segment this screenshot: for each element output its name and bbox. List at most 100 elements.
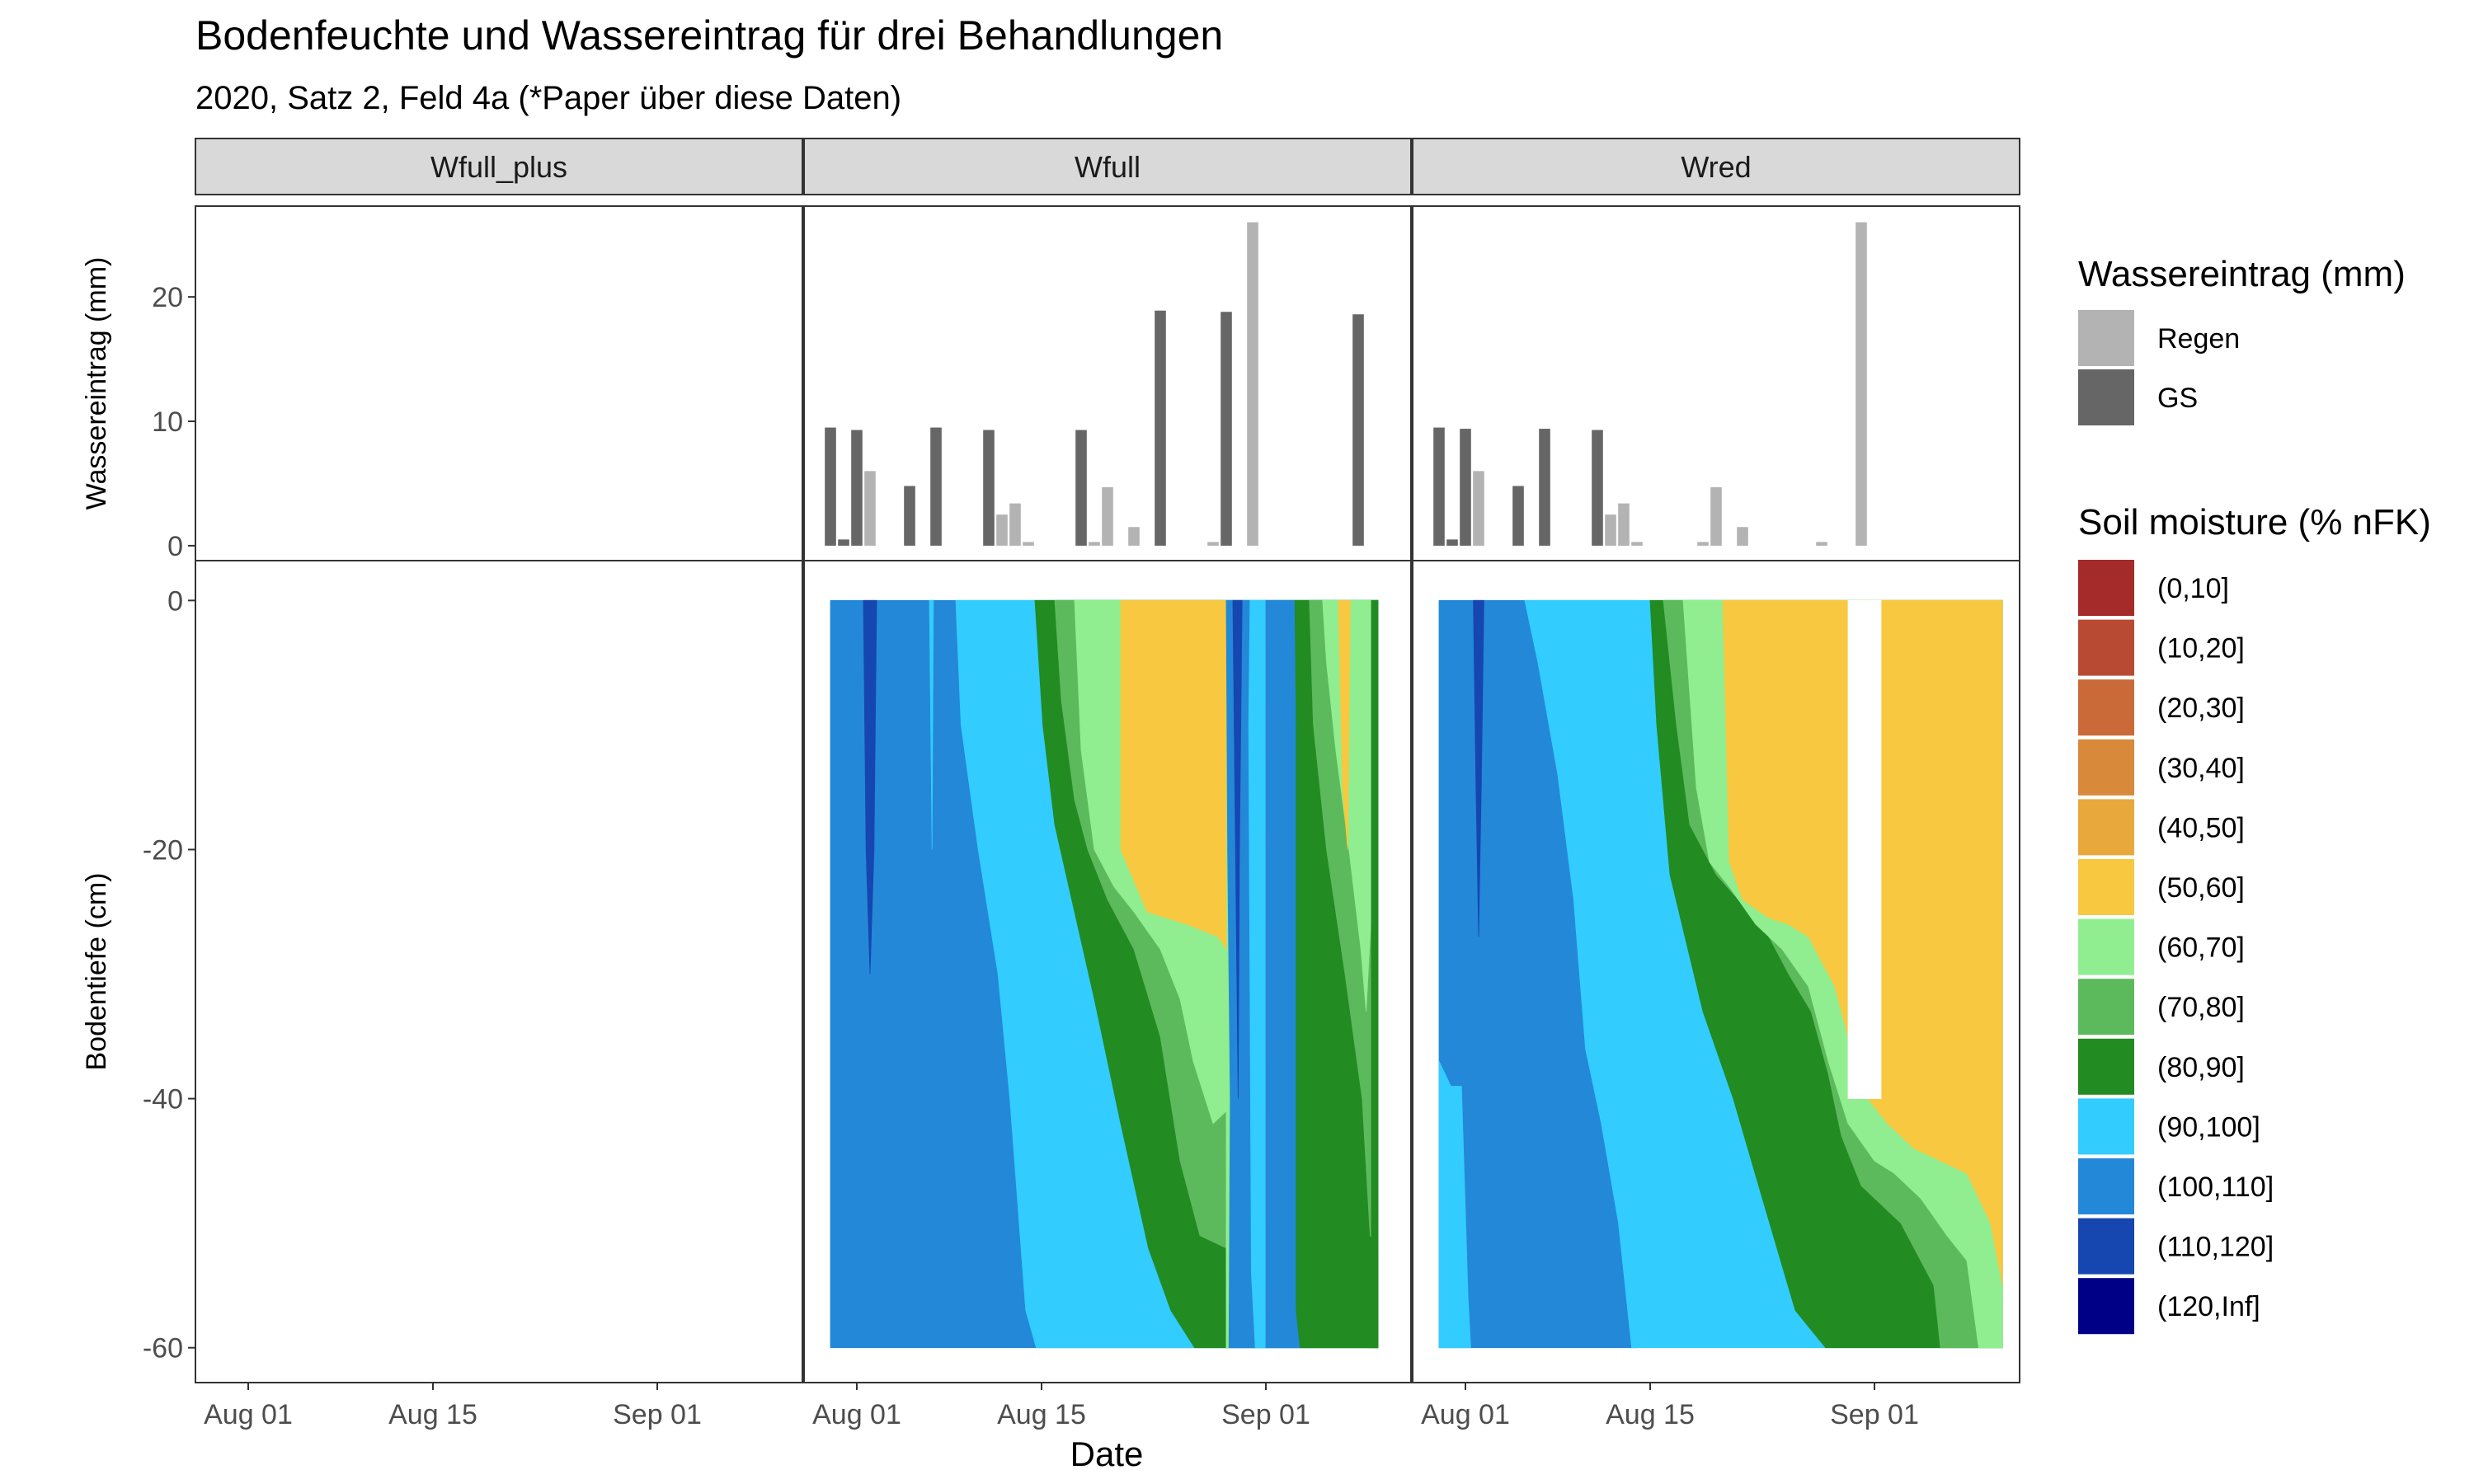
- legend-swatch: [2078, 918, 2134, 975]
- legend-swatch: [2078, 1218, 2134, 1275]
- bar-gs: [851, 430, 863, 546]
- moisture-band: [1265, 599, 1301, 1349]
- bar-gs: [904, 486, 915, 546]
- moisture-band: [1371, 599, 1379, 1349]
- bar-regen: [1710, 486, 1722, 546]
- bar-gs: [825, 427, 836, 546]
- bar-regen: [1102, 486, 1113, 546]
- facet-strip: [195, 138, 803, 195]
- legend-label: (50,60]: [2157, 872, 2245, 904]
- legend-title-wassereintrag: Wassereintrag (mm): [2078, 254, 2406, 294]
- legend-swatch: [2078, 619, 2134, 676]
- y-tick-label: -60: [143, 1333, 183, 1364]
- x-tick-label: Aug 15: [997, 1399, 1086, 1430]
- facet-Wfull: Wfull Aug 01 Aug 15 Sep 01: [803, 138, 1412, 1430]
- facets: Wfull_plus Aug 01 Aug 15 Sep 01 Wfull Aug 01 A…: [81, 138, 2020, 1430]
- bar-gs: [1539, 429, 1550, 546]
- x-tick-label: Aug 01: [812, 1399, 901, 1430]
- bar-regen: [1207, 542, 1219, 546]
- bar-regen: [1605, 514, 1616, 546]
- bar-gs: [1155, 310, 1166, 546]
- legend-title-soil-moisture: Soil moisture (% nFK): [2078, 502, 2431, 542]
- facet-strip-label: Wred: [1681, 150, 1751, 184]
- bar-regen: [1128, 527, 1140, 546]
- facet-strip: [1412, 138, 2020, 195]
- legend-swatch: [2078, 310, 2134, 366]
- bar-regen: [1473, 471, 1484, 546]
- y-tick-label: 10: [152, 406, 183, 438]
- bar-regen: [1023, 542, 1034, 546]
- legend-swatch: [2078, 369, 2134, 425]
- legend-swatch: [2078, 1098, 2134, 1155]
- moisture-band: [929, 599, 934, 850]
- bar-gs: [1352, 314, 1364, 546]
- legend-label: (80,90]: [2157, 1052, 2245, 1083]
- facet-Wred: Wred Aug 01 Aug 15 Sep 01: [1412, 138, 2020, 1430]
- legend-swatch: [2078, 1158, 2134, 1214]
- chart-title: Bodenfeuchte und Wassereintrag für drei …: [195, 12, 1223, 59]
- bar-regen: [1247, 222, 1258, 546]
- legend-swatch: [2078, 859, 2134, 915]
- legend-swatch: [2078, 679, 2134, 736]
- legend-label: (10,20]: [2157, 633, 2245, 665]
- legend-label: GS: [2157, 383, 2198, 414]
- chart-subtitle: 2020, Satz 2, Feld 4a (*Paper über diese…: [195, 80, 901, 116]
- bar-y-axis-title: Wassereintrag (mm): [81, 257, 112, 510]
- x-tick-label: Sep 01: [1221, 1399, 1310, 1430]
- y-tick-label: -20: [143, 834, 183, 866]
- x-tick-label: Aug 15: [1606, 1399, 1695, 1430]
- legend-label: (0,10]: [2157, 573, 2229, 604]
- moisture-band: [1438, 1061, 1471, 1349]
- bar-gs: [983, 430, 995, 546]
- bar-regen: [1697, 542, 1709, 546]
- bar-gs: [930, 427, 942, 546]
- x-tick-label: Aug 01: [1421, 1399, 1510, 1430]
- x-tick-label: Sep 01: [1830, 1399, 1919, 1430]
- bar-gs: [838, 539, 849, 546]
- facet-strip: [803, 138, 1412, 195]
- bar-regen: [1856, 222, 1867, 546]
- soil-panel-border: [195, 560, 803, 1383]
- legend-swatch: [2078, 560, 2134, 616]
- bar-gs: [1460, 429, 1471, 546]
- bar-panel-border: [195, 205, 803, 561]
- legend-swatch: [2078, 979, 2134, 1036]
- y-tick-label: 0: [167, 531, 183, 562]
- moisture-band: [863, 599, 877, 974]
- y-tick-label: 20: [152, 282, 183, 313]
- legend-swatch: [2078, 1278, 2134, 1335]
- bar-gs: [1512, 486, 1524, 546]
- legend-label: (100,110]: [2157, 1172, 2274, 1203]
- bar-regen: [1089, 542, 1100, 546]
- bar-gs: [1075, 430, 1087, 546]
- soil-y-axis-title: Bodentiefe (cm): [81, 873, 112, 1071]
- moisture-band: [1338, 599, 1351, 850]
- soil-panel-border: [1412, 560, 2020, 1383]
- moisture-band: [1232, 599, 1243, 1099]
- moisture-band: [1847, 599, 1882, 1099]
- legend-swatch: [2078, 799, 2134, 856]
- moisture-band: [1248, 599, 1267, 1349]
- bar-regen: [1737, 527, 1748, 546]
- x-axis-title: Date: [1070, 1435, 1144, 1473]
- legend-label: (110,120]: [2157, 1232, 2274, 1263]
- legend-label: (60,70]: [2157, 932, 2245, 964]
- soil-panel-border: [803, 560, 1412, 1383]
- y-tick-label: -40: [143, 1084, 183, 1115]
- legend-label: (30,40]: [2157, 753, 2245, 784]
- facet-strip-label: Wfull: [1075, 150, 1141, 184]
- bar-regen: [1618, 503, 1630, 546]
- legend-label: (20,30]: [2157, 693, 2245, 724]
- legend-label: (120,Inf]: [2157, 1291, 2260, 1322]
- bar-gs: [1446, 539, 1458, 546]
- bar-regen: [864, 471, 876, 546]
- legend-swatch: [2078, 739, 2134, 796]
- legend-label: Regen: [2157, 323, 2240, 355]
- legend-label: (90,100]: [2157, 1111, 2260, 1143]
- bar-gs: [1592, 430, 1603, 546]
- bar-regen: [1009, 503, 1021, 546]
- x-tick-label: Aug 15: [388, 1399, 477, 1430]
- bar-gs: [1221, 312, 1232, 546]
- legend-label: (70,80]: [2157, 992, 2245, 1023]
